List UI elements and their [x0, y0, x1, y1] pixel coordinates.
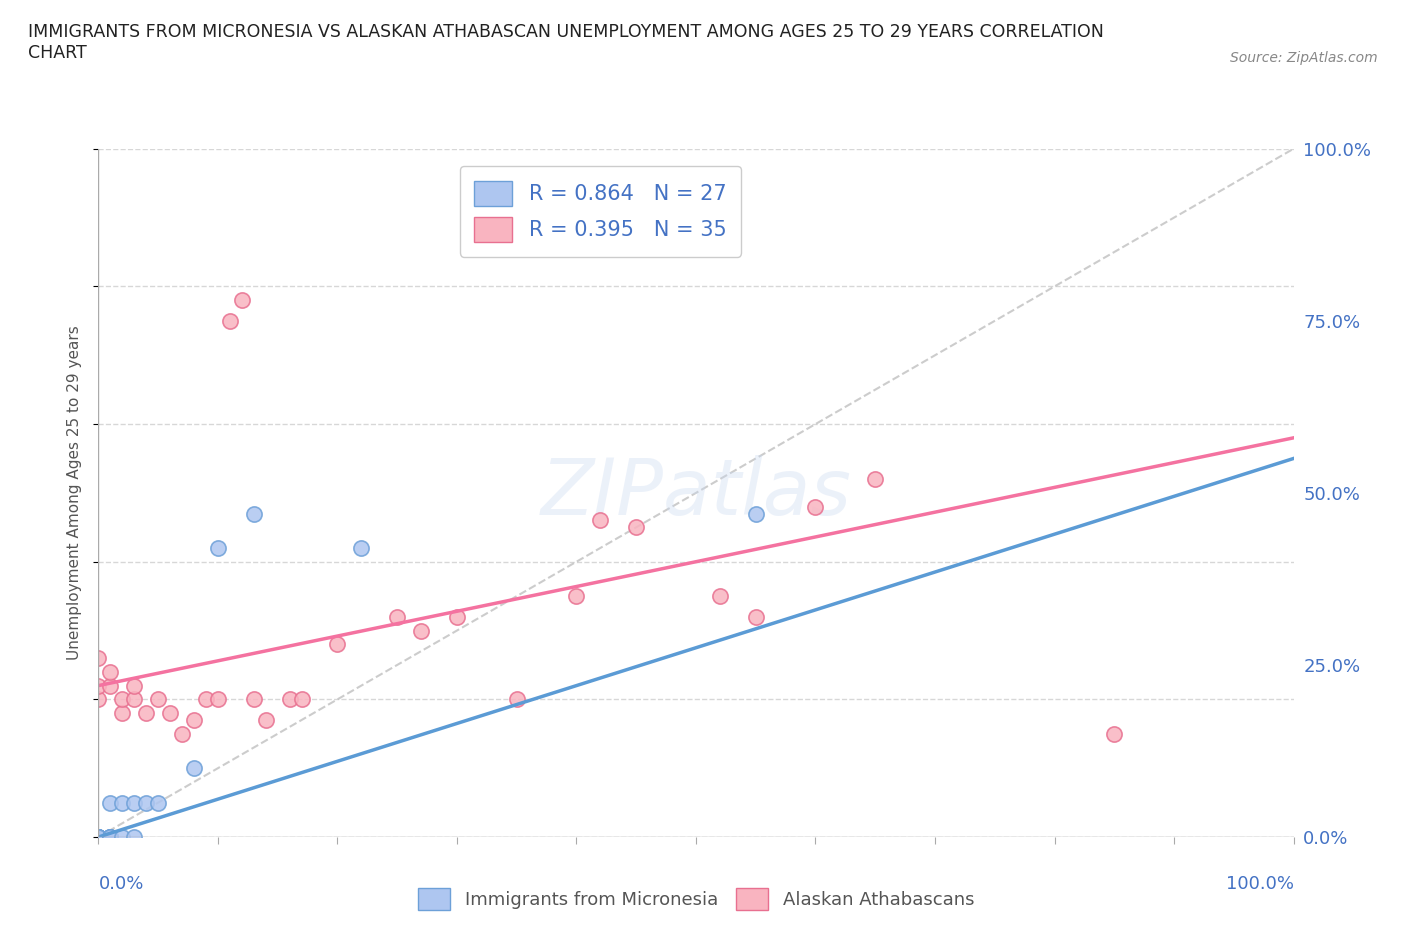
Point: [111, 795, 134, 810]
Text: 0.0%: 0.0%: [98, 875, 143, 893]
Point: [87, 692, 110, 707]
Point: [326, 637, 349, 652]
Point: [87, 830, 110, 844]
Point: [411, 623, 433, 638]
Y-axis label: Unemployment Among Ages 25 to 29 years: Unemployment Among Ages 25 to 29 years: [67, 326, 83, 660]
Point: [219, 313, 242, 328]
Point: [87, 830, 110, 844]
Point: [207, 692, 229, 707]
Text: ZIPatlas: ZIPatlas: [540, 455, 852, 531]
Point: [98, 830, 122, 844]
Point: [111, 706, 134, 721]
Point: [87, 830, 110, 844]
Point: [194, 692, 218, 707]
Point: [87, 651, 110, 666]
Point: [231, 293, 253, 308]
Point: [172, 726, 194, 741]
Point: [254, 712, 277, 727]
Point: [243, 506, 266, 521]
Point: [626, 520, 648, 535]
Point: [124, 678, 146, 693]
Point: [1102, 726, 1125, 741]
Point: [87, 830, 110, 844]
Point: [350, 540, 373, 555]
Point: [183, 761, 205, 776]
Point: [87, 830, 110, 844]
Text: 100.0%: 100.0%: [1226, 875, 1294, 893]
Point: [98, 830, 122, 844]
Point: [124, 795, 146, 810]
Legend: Immigrants from Micronesia, Alaskan Athabascans: Immigrants from Micronesia, Alaskan Atha…: [411, 881, 981, 917]
Point: [135, 706, 157, 721]
Point: [243, 692, 266, 707]
Point: [804, 499, 827, 514]
Point: [745, 609, 768, 624]
Point: [87, 830, 110, 844]
Point: [291, 692, 314, 707]
Point: [87, 830, 110, 844]
Point: [159, 706, 181, 721]
Point: [124, 830, 146, 844]
Point: [87, 830, 110, 844]
Point: [87, 830, 110, 844]
Point: [385, 609, 409, 624]
Point: [506, 692, 529, 707]
Point: [124, 692, 146, 707]
Point: [98, 830, 122, 844]
Point: [446, 609, 468, 624]
Point: [278, 692, 301, 707]
Point: [565, 589, 588, 604]
Point: [111, 692, 134, 707]
Text: IMMIGRANTS FROM MICRONESIA VS ALASKAN ATHABASCAN UNEMPLOYMENT AMONG AGES 25 TO 2: IMMIGRANTS FROM MICRONESIA VS ALASKAN AT…: [28, 23, 1104, 62]
Point: [98, 678, 122, 693]
Point: [87, 830, 110, 844]
Point: [207, 540, 229, 555]
Point: [98, 795, 122, 810]
Point: [87, 678, 110, 693]
Point: [111, 830, 134, 844]
Text: Source: ZipAtlas.com: Source: ZipAtlas.com: [1230, 51, 1378, 65]
Point: [589, 513, 612, 528]
Point: [148, 692, 170, 707]
Point: [709, 589, 731, 604]
Point: [98, 664, 122, 679]
Point: [183, 712, 205, 727]
Point: [745, 506, 768, 521]
Point: [148, 795, 170, 810]
Point: [135, 795, 157, 810]
Point: [98, 830, 122, 844]
Point: [98, 830, 122, 844]
Point: [863, 472, 887, 486]
